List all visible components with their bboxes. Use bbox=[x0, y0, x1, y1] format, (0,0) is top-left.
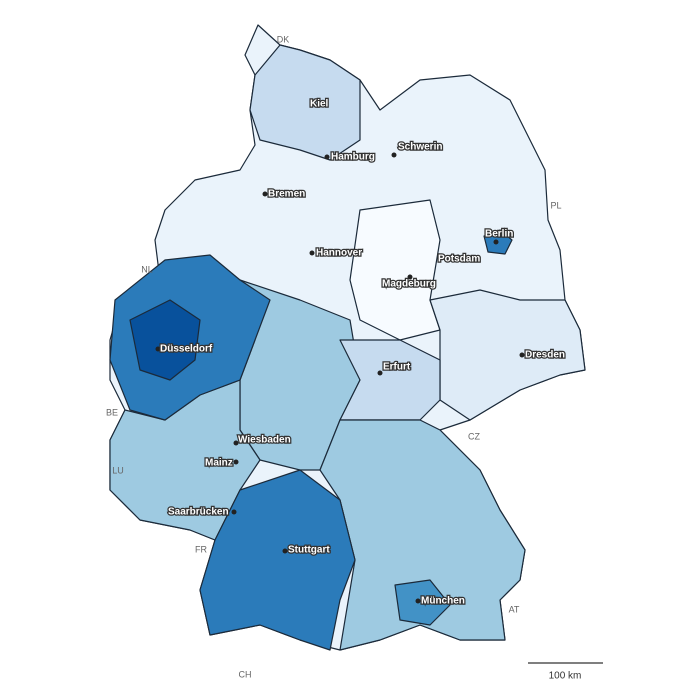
city-dot bbox=[391, 152, 397, 158]
munich-region bbox=[394, 579, 451, 626]
city-label: Wiesbaden bbox=[238, 435, 291, 446]
country-label: NL bbox=[141, 264, 153, 274]
city-label: Magdeburg bbox=[382, 279, 436, 290]
city-dots bbox=[155, 101, 525, 604]
city-label: München bbox=[421, 596, 465, 607]
country-label: BE bbox=[106, 407, 118, 417]
city-dot bbox=[309, 250, 315, 256]
country-label: AT bbox=[509, 604, 520, 614]
city-label: Erfurt bbox=[383, 362, 411, 373]
scale-bar: 100 km bbox=[528, 662, 603, 682]
city-label: Stuttgart bbox=[288, 545, 330, 556]
city-dot bbox=[282, 548, 288, 554]
city-dot bbox=[233, 440, 239, 446]
country-label: CH bbox=[239, 669, 252, 679]
city-dot bbox=[519, 352, 525, 358]
city-dot bbox=[493, 239, 499, 245]
city-label: Saarbrücken bbox=[168, 507, 229, 518]
scale-label: 100 km bbox=[549, 671, 582, 682]
bw-region bbox=[199, 469, 356, 651]
city-dot bbox=[407, 274, 413, 280]
city-label: Schwerin bbox=[398, 142, 442, 153]
city-labels: Kiel Hamburg Schwerin Bremen Berlin Hann… bbox=[159, 97, 567, 608]
country-label: LU bbox=[112, 465, 124, 475]
city-dot bbox=[233, 459, 239, 465]
city-dot bbox=[324, 154, 330, 160]
city-dot bbox=[455, 254, 461, 260]
city-dot bbox=[231, 509, 237, 515]
city-dot bbox=[415, 598, 421, 604]
city-label: Hamburg bbox=[331, 152, 375, 163]
city-label: Mainz bbox=[205, 458, 233, 469]
city-dot bbox=[155, 346, 161, 352]
city-label: Hannover bbox=[316, 248, 362, 259]
city-dot bbox=[310, 101, 316, 107]
city-label: Potsdam bbox=[438, 254, 480, 265]
city-label: Berlin bbox=[485, 229, 513, 240]
city-dot bbox=[262, 191, 268, 197]
country-label: CZ bbox=[468, 431, 480, 441]
country-label: DK bbox=[277, 34, 290, 44]
regions bbox=[109, 24, 586, 651]
city-label: Düsseldorf bbox=[160, 344, 213, 355]
city-label: Dresden bbox=[525, 350, 565, 361]
country-label: FR bbox=[195, 544, 207, 554]
country-labels: DK PL NL BE CZ LU FR AT CH bbox=[106, 34, 562, 679]
ruhr-region bbox=[129, 299, 201, 381]
city-label: Bremen bbox=[268, 189, 305, 200]
city-label: Kiel bbox=[310, 99, 329, 110]
central-region bbox=[349, 199, 441, 341]
country-label: PL bbox=[550, 200, 561, 210]
north-region bbox=[249, 44, 361, 161]
city-dot bbox=[377, 370, 383, 376]
